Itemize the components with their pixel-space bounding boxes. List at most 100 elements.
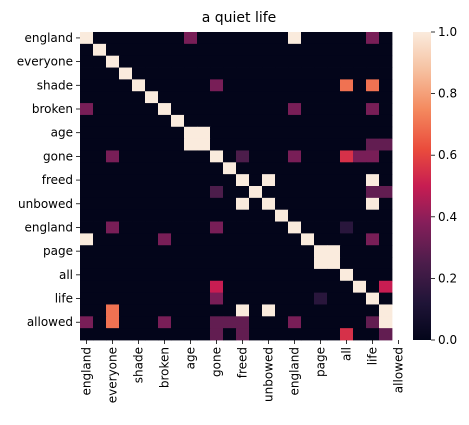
heatmap-cell <box>262 221 276 234</box>
heatmap-cell <box>93 257 107 270</box>
heatmap-cell <box>327 304 341 317</box>
heatmap-cell <box>236 150 250 163</box>
heatmap-cell <box>379 43 393 57</box>
heatmap-cell <box>223 55 237 68</box>
heatmap-cell <box>262 292 276 305</box>
heatmap-cell <box>145 304 159 317</box>
heatmap-cell <box>106 79 120 92</box>
heatmap-cell <box>236 257 250 270</box>
heatmap-cell <box>197 280 211 294</box>
heatmap-cell <box>353 67 367 80</box>
heatmap-cell <box>275 221 289 234</box>
heatmap-cell <box>184 150 198 163</box>
heatmap-cell <box>327 55 341 68</box>
heatmap-cell <box>184 138 198 151</box>
heatmap-cell <box>223 280 237 294</box>
heatmap-cell <box>184 186 198 199</box>
heatmap-cell <box>366 257 380 270</box>
heatmap-cell <box>210 150 224 163</box>
heatmap-cell <box>262 67 276 80</box>
heatmap-cell <box>171 162 185 175</box>
heatmap-cell <box>288 186 302 199</box>
heatmap-cell <box>275 43 289 57</box>
heatmap-cell <box>327 209 341 222</box>
heatmap-cell <box>171 79 185 92</box>
heatmap-cell <box>249 328 263 341</box>
heatmap-cell <box>132 162 146 175</box>
y-tick-label: age <box>51 126 73 140</box>
x-tick-label: age <box>184 347 198 369</box>
heatmap-cell <box>197 162 211 175</box>
heatmap-cell <box>327 280 341 294</box>
x-tick-label: england <box>80 347 94 396</box>
heatmap-cell <box>301 138 315 151</box>
heatmap-cell <box>223 138 237 151</box>
heatmap-cell <box>223 292 237 305</box>
heatmap-cells <box>80 32 393 341</box>
heatmap-cell <box>184 233 198 246</box>
heatmap-cell <box>197 233 211 246</box>
heatmap-cell <box>223 268 237 282</box>
heatmap-cell <box>119 103 133 116</box>
heatmap-cell <box>249 280 263 294</box>
heatmap-cell <box>262 103 276 116</box>
heatmap-cell <box>184 209 198 222</box>
heatmap-cell <box>314 197 328 211</box>
heatmap-cell <box>314 91 328 104</box>
heatmap-cell <box>236 55 250 68</box>
heatmap-cell <box>249 221 263 234</box>
heatmap-cell <box>145 197 159 211</box>
heatmap-cell <box>379 257 393 270</box>
heatmap-cell <box>93 316 107 329</box>
heatmap-cell <box>197 186 211 199</box>
heatmap-cell <box>327 245 341 258</box>
heatmap-cell <box>158 233 172 246</box>
heatmap-cell <box>106 138 120 151</box>
heatmap-cell <box>80 79 94 92</box>
heatmap-cell <box>132 245 146 258</box>
heatmap-cell <box>184 67 198 80</box>
heatmap-cell <box>236 328 250 341</box>
heatmap-cell <box>132 79 146 92</box>
heatmap-cell <box>106 186 120 199</box>
heatmap-cell <box>171 174 185 187</box>
heatmap-cell <box>171 55 185 68</box>
x-tick-label: everyone <box>106 347 120 403</box>
heatmap-cell <box>171 186 185 199</box>
heatmap-cell <box>158 197 172 211</box>
heatmap-cell <box>158 174 172 187</box>
heatmap-cell <box>249 292 263 305</box>
heatmap-cell <box>301 55 315 68</box>
heatmap-cell <box>327 316 341 329</box>
heatmap-cell <box>353 174 367 187</box>
heatmap-cell <box>314 55 328 68</box>
heatmap-cell <box>288 43 302 57</box>
heatmap-cell <box>366 79 380 92</box>
heatmap-cell <box>249 138 263 151</box>
heatmap-cell <box>379 32 393 45</box>
heatmap-cell <box>106 304 120 317</box>
y-tick-label: england <box>24 31 73 45</box>
heatmap-cell <box>366 126 380 140</box>
heatmap-cell <box>262 91 276 104</box>
x-tick-label: gone <box>210 347 224 377</box>
heatmap-cell <box>210 304 224 317</box>
heatmap-cell <box>288 328 302 341</box>
heatmap-cell <box>132 280 146 294</box>
heatmap-cell <box>249 67 263 80</box>
heatmap-cell <box>171 43 185 57</box>
heatmap-cell <box>106 32 120 45</box>
heatmap-cell <box>288 209 302 222</box>
heatmap-cell <box>249 32 263 45</box>
heatmap-cell <box>340 103 354 116</box>
heatmap-cell <box>210 114 224 128</box>
heatmap-cell <box>158 280 172 294</box>
heatmap-cell <box>275 197 289 211</box>
heatmap-cell <box>288 67 302 80</box>
heatmap-cell <box>340 67 354 80</box>
heatmap-cell <box>288 174 302 187</box>
heatmap-cell <box>210 197 224 211</box>
heatmap-cell <box>275 162 289 175</box>
heatmap-cell <box>145 292 159 305</box>
heatmap-cell <box>301 114 315 128</box>
